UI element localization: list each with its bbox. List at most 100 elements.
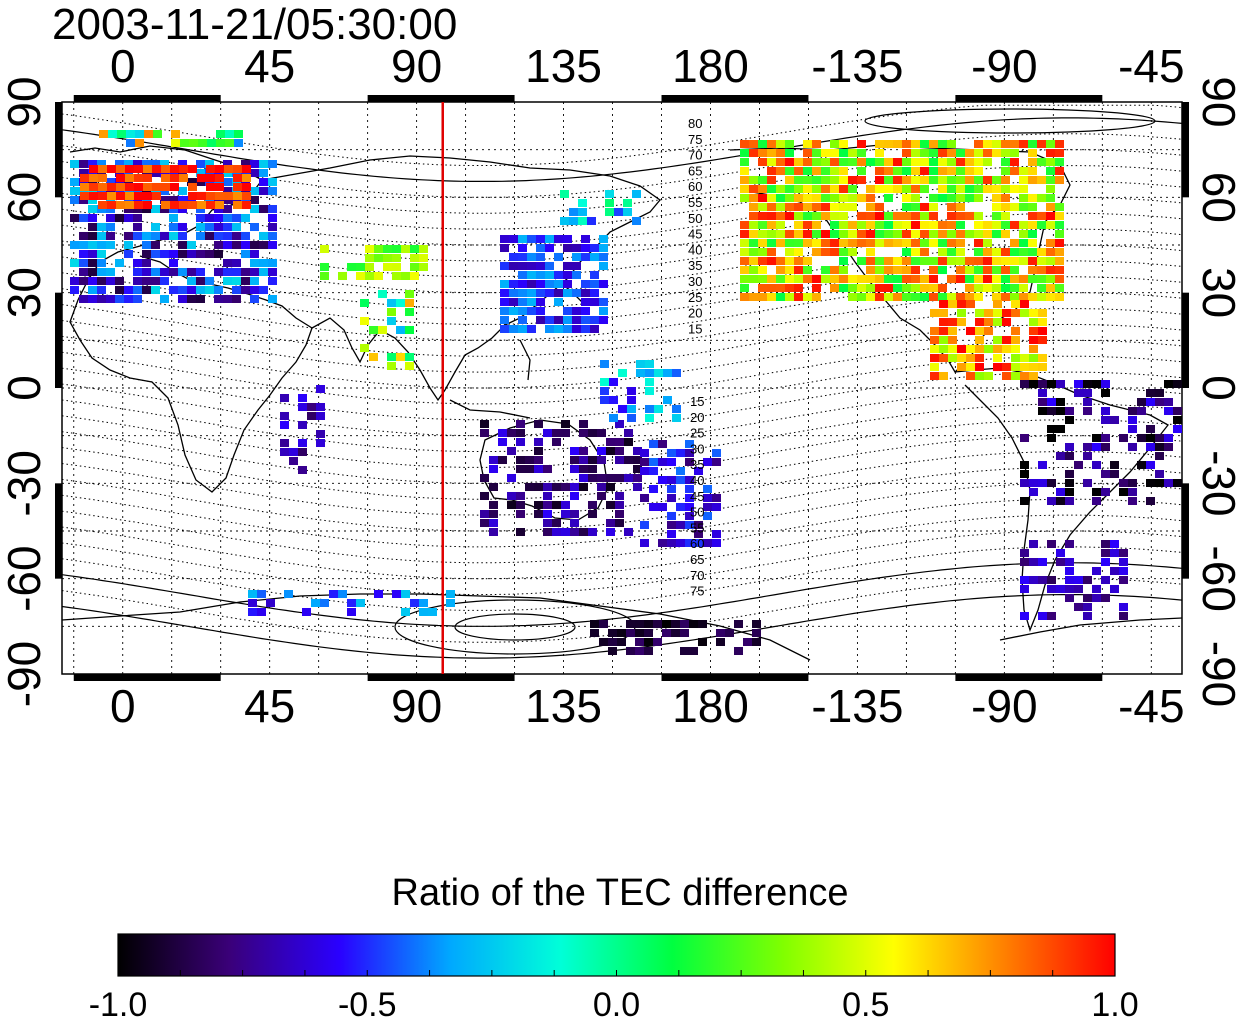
tec-cell — [223, 268, 232, 276]
tec-cell — [703, 485, 712, 493]
tec-cell — [316, 385, 325, 393]
tec-cell — [419, 263, 428, 271]
tec-cell — [605, 208, 614, 216]
tec-cell — [115, 277, 124, 285]
lat-tick-label-right: -30 — [1193, 450, 1240, 516]
tec-cell — [672, 414, 681, 422]
tec-cell — [298, 421, 307, 429]
tec-cell — [347, 599, 356, 607]
tec-cell — [180, 139, 189, 147]
tec-cell — [975, 372, 984, 380]
tec-cell — [259, 232, 268, 240]
tec-cell — [663, 369, 672, 377]
tec-cell — [374, 272, 383, 280]
tec-cell — [527, 280, 536, 288]
tec-cell — [929, 266, 938, 274]
tec-cell — [1037, 275, 1046, 283]
tec-cell — [1019, 230, 1028, 238]
tec-cell — [1119, 434, 1128, 442]
tec-cell — [489, 456, 498, 464]
tec-cell — [338, 272, 347, 280]
tec-cell — [329, 590, 338, 598]
tec-cell — [1056, 549, 1065, 557]
tec-cell — [776, 257, 785, 265]
tec-cell — [1002, 309, 1011, 317]
tec-cell — [106, 295, 115, 303]
tec-cell — [597, 483, 606, 491]
tec-cell — [884, 185, 893, 193]
contour-label-south: 20 — [690, 410, 704, 425]
tec-cell — [298, 439, 307, 447]
tec-cell — [369, 326, 378, 334]
tec-cell — [1029, 558, 1038, 566]
lon-tick-label-bottom: -45 — [1118, 680, 1184, 732]
tec-cell — [929, 167, 938, 175]
tec-cell — [187, 277, 196, 285]
tec-cell — [617, 629, 626, 637]
tec-cell — [516, 501, 525, 509]
tec-cell — [1029, 345, 1038, 353]
tec-cell — [1055, 158, 1064, 166]
tec-cell — [1011, 363, 1020, 371]
tec-cell — [839, 212, 848, 220]
tec-cell — [588, 474, 597, 482]
tec-cell — [1011, 336, 1020, 344]
tec-cell — [178, 196, 187, 204]
border-segment-top — [661, 95, 809, 102]
tec-cell — [893, 176, 902, 184]
tec-cell — [600, 387, 609, 395]
tec-cell — [983, 176, 992, 184]
tec-cell — [419, 245, 428, 253]
tec-cell — [1146, 461, 1155, 469]
tec-cell — [98, 201, 107, 209]
tec-cell — [857, 284, 866, 292]
tec-cell — [516, 429, 525, 437]
tec-cell — [776, 284, 785, 292]
border-segment-left — [55, 483, 62, 579]
tec-cell — [242, 201, 251, 209]
tec-cell — [685, 476, 694, 484]
tec-cell — [1029, 479, 1038, 487]
tec-cell — [993, 336, 1002, 344]
tec-cell — [223, 232, 232, 240]
tec-cell — [776, 275, 785, 283]
tec-cell — [821, 230, 830, 238]
tec-cell — [1010, 167, 1019, 175]
tec-cell — [116, 174, 125, 182]
tec-cell — [1028, 248, 1037, 256]
tec-cell — [794, 167, 803, 175]
tec-cell — [383, 254, 392, 262]
tec-cell — [956, 149, 965, 157]
tec-cell — [632, 190, 641, 198]
tec-cell — [920, 257, 929, 265]
tec-cell — [866, 239, 875, 247]
tec-cell — [947, 176, 956, 184]
tec-cell — [785, 266, 794, 274]
tec-cell — [1020, 497, 1029, 505]
tec-cell — [640, 539, 649, 547]
tec-cell — [920, 176, 929, 184]
tec-cell — [627, 396, 636, 404]
tec-cell — [623, 208, 632, 216]
tec-cell — [534, 438, 543, 446]
tec-cell — [767, 176, 776, 184]
tec-cell — [794, 194, 803, 202]
tec-cell — [884, 257, 893, 265]
tec-cell — [830, 221, 839, 229]
tec-cell — [866, 185, 875, 193]
tec-cell — [590, 629, 599, 637]
tec-cell — [500, 307, 509, 315]
tec-cell — [1046, 194, 1055, 202]
tec-cell — [920, 203, 929, 211]
tec-cell — [498, 456, 507, 464]
tec-cell — [242, 165, 251, 173]
tec-cell — [197, 201, 206, 209]
tec-cell — [957, 318, 966, 326]
tec-cell — [902, 203, 911, 211]
tec-cell — [608, 638, 617, 646]
tec-cell — [1038, 558, 1047, 566]
tec-cell — [758, 239, 767, 247]
tec-cell — [662, 629, 671, 637]
tec-cell — [570, 519, 579, 527]
